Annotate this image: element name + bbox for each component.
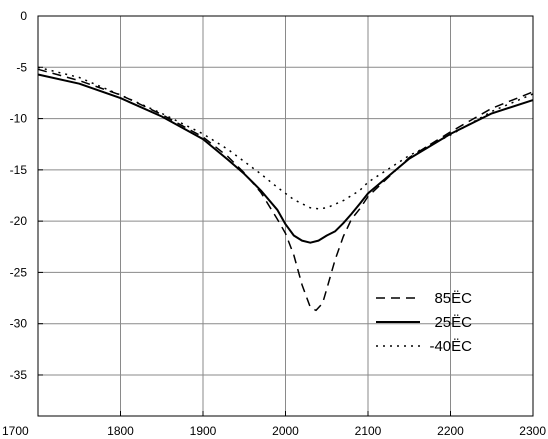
x-tick-label: 2000 — [272, 424, 299, 438]
y-tick-label: -30 — [10, 317, 28, 331]
y-tick-label: -5 — [16, 60, 27, 74]
y-tick-label: -15 — [10, 163, 28, 177]
x-tick-label: 1800 — [107, 424, 134, 438]
series-line-1 — [37, 73, 534, 244]
y-tick-label: -35 — [10, 368, 28, 382]
tick-marks — [37, 15, 534, 416]
x-tick-label: 1700 — [2, 424, 29, 438]
y-tick-labels: 0 -5 -10 -15 -20 -25 -30 -35 — [10, 9, 28, 382]
grid — [38, 16, 533, 416]
x-tick-label: 2300 — [519, 424, 546, 438]
series-lines — [37, 66, 534, 312]
legend-label-2: -40ЁC — [429, 338, 472, 355]
y-tick-label: -25 — [10, 265, 28, 279]
legend-label-1: 25ЁC — [434, 314, 472, 331]
legend: 85ЁC 25ЁC -40ЁC — [376, 290, 472, 355]
x-tick-labels: 1700 1800 1900 2000 2100 2200 2300 — [2, 424, 546, 438]
series-line-2 — [37, 66, 534, 210]
x-tick-label: 2100 — [355, 424, 382, 438]
x-tick-label: 1900 — [190, 424, 217, 438]
y-tick-label: -10 — [10, 112, 28, 126]
legend-label-0: 85ЁC — [434, 290, 472, 307]
y-tick-label: 0 — [20, 9, 27, 23]
y-tick-label: -20 — [10, 214, 28, 228]
x-tick-label: 2200 — [437, 424, 464, 438]
series-line-0 — [37, 68, 534, 312]
